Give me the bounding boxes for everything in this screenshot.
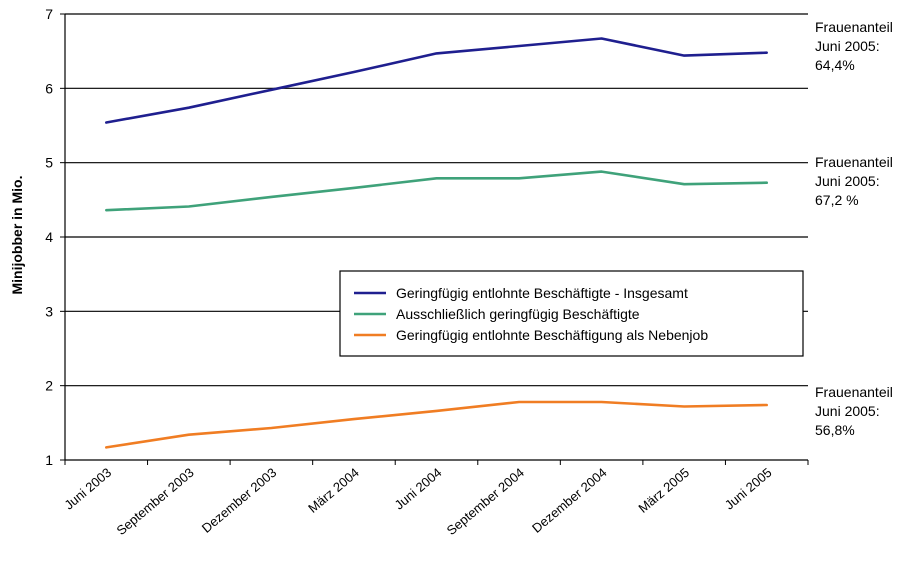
annotation-1-line-3: 64,4% [815, 57, 855, 73]
annotation-2-line-3: 67,2 % [815, 192, 859, 208]
annotation-3-line-2: Juni 2005: [815, 403, 880, 419]
y-tick-label: 5 [45, 155, 53, 171]
series-line-1 [105, 37, 769, 124]
y-tick-label: 6 [45, 80, 53, 96]
x-tick-label: März 2005 [635, 465, 692, 516]
x-tick-label: März 2004 [305, 465, 362, 516]
legend-label-3: Geringfügig entlohnte Beschäftigung als … [396, 327, 708, 343]
x-tick-label: Dezember 2004 [529, 465, 610, 536]
y-tick-label: 3 [45, 303, 53, 319]
annotation-2-line-1: Frauenanteil [815, 154, 893, 170]
legend-label-1: Geringfügig entlohnte Beschäftigte - Ins… [396, 285, 688, 301]
y-tick-label: 7 [45, 6, 53, 22]
y-tick-label: 2 [45, 378, 53, 394]
x-tick-label: September 2004 [444, 465, 527, 538]
y-tick-label: 4 [45, 229, 53, 245]
y-axis-label: Minijobber in Mio. [9, 176, 25, 295]
gridlines [65, 13, 808, 387]
x-tick-label: Juni 2005 [722, 465, 775, 513]
series-lines [105, 37, 769, 449]
y-tick-label: 1 [45, 452, 53, 468]
annotation-3-line-3: 56,8% [815, 422, 855, 438]
series-line-3 [105, 400, 769, 449]
annotations: Frauenanteil Juni 2005: 64,4% Frauenanteil J… [815, 19, 893, 438]
annotation-1-line-2: Juni 2005: [815, 38, 880, 54]
legend-box [339, 270, 804, 357]
x-tick-label: Juni 2003 [61, 465, 114, 513]
annotation-3-line-1: Frauenanteil [815, 384, 893, 400]
series-line-2 [105, 170, 769, 212]
axes [60, 13, 809, 465]
x-tick-label: September 2003 [113, 465, 196, 538]
annotation-1-line-1: Frauenanteil [815, 19, 893, 35]
x-tick-label: Dezember 2003 [199, 465, 280, 536]
annotation-2-line-2: Juni 2005: [815, 173, 880, 189]
legend: Geringfügig entlohnte Beschäftigte - Ins… [339, 270, 804, 357]
legend-label-2: Ausschließlich geringfügig Beschäftigte [396, 306, 640, 322]
x-tick-label: Juni 2004 [392, 465, 445, 513]
